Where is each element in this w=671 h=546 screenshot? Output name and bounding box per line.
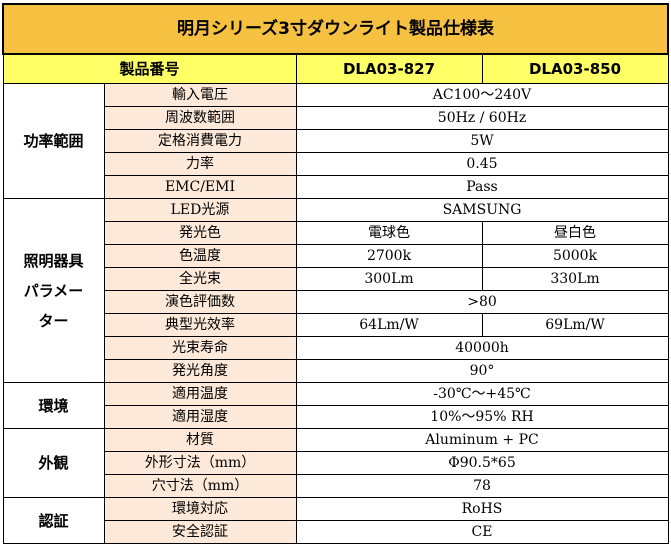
table-row: 発光色 電球色 昼白色 (3, 221, 669, 245)
row-value-a: 64Lm/W (295, 313, 483, 337)
row-label: 発光色 (103, 221, 297, 245)
row-value: 40000h (295, 336, 669, 360)
row-value: >80 (295, 290, 669, 314)
header-model-a: DLA03-827 (295, 53, 483, 84)
category-certification: 認証 (2, 497, 105, 544)
row-label: 発光角度 (103, 359, 297, 383)
row-label: 定格消費電力 (103, 129, 297, 153)
row-value-a: 300Lm (295, 267, 483, 291)
row-label: 全光束 (103, 267, 297, 291)
row-label: 周波数範囲 (103, 106, 297, 130)
row-label: 光束寿命 (103, 336, 297, 360)
row-label: 適用湿度 (103, 405, 297, 429)
table-row: 全光束 300Lm 330Lm (3, 267, 669, 291)
row-value: 90° (295, 359, 669, 383)
row-label: 安全認証 (103, 520, 297, 544)
row-label: 輸入電圧 (103, 83, 297, 107)
table-row: 発光角度 90° (3, 359, 669, 383)
row-value: Φ90.5*65 (295, 451, 669, 475)
row-label: 環境対応 (103, 497, 297, 521)
row-value-b: 昼白色 (481, 221, 669, 245)
table-row: 典型光效率 64Lm/W 69Lm/W (3, 313, 669, 337)
row-label: LED光源 (103, 198, 297, 222)
table-title: 明月シリーズ3寸ダウンライト製品仕様表 (2, 3, 669, 55)
category-power: 功率範囲 (2, 83, 105, 199)
row-value-a: 2700k (295, 244, 483, 268)
row-value: Aluminum + PC (295, 428, 669, 452)
row-value: 10%～95% RH (295, 405, 669, 429)
table-row: EMC/EMI Pass (3, 175, 669, 199)
table-row: 外形寸法（mm） Φ90.5*65 (3, 451, 669, 475)
table-row: 光束寿命 40000h (3, 336, 669, 360)
row-label: 穴寸法（mm） (103, 474, 297, 498)
row-label: 典型光效率 (103, 313, 297, 337)
header-label: 製品番号 (2, 53, 297, 84)
header-model-b: DLA03-850 (481, 53, 669, 84)
row-label: 外形寸法（mm） (103, 451, 297, 475)
table-row: 色温度 2700k 5000k (3, 244, 669, 268)
row-value: -30℃～+45℃ (295, 382, 669, 406)
row-label: 材質 (103, 428, 297, 452)
table-row: 定格消費電力 5W (3, 129, 669, 153)
row-label: 力率 (103, 152, 297, 176)
row-value-b: 69Lm/W (481, 313, 669, 337)
table-row: 演色評価数 >80 (3, 290, 669, 314)
row-label: 色温度 (103, 244, 297, 268)
row-value-b: 330Lm (481, 267, 669, 291)
row-value: RoHS (295, 497, 669, 521)
row-value-b: 5000k (481, 244, 669, 268)
row-value: 50Hz / 60Hz (295, 106, 669, 130)
category-appearance: 外観 (2, 428, 105, 498)
row-value: CE (295, 520, 669, 544)
table-row: 適用湿度 10%～95% RH (3, 405, 669, 429)
row-label: 適用温度 (103, 382, 297, 406)
row-value-a: 電球色 (295, 221, 483, 245)
category-lighting-line: 照明器具 (23, 251, 84, 270)
table-row: 安全認証 CE (3, 520, 669, 544)
row-value: SAMSUNG (295, 198, 669, 222)
category-lighting: 照明器具 パラメー ター (2, 198, 105, 383)
table-row: 功率範囲 輸入電圧 AC100～240V (2, 83, 669, 199)
title-row: 明月シリーズ3寸ダウンライト製品仕様表 (2, 3, 669, 55)
row-value: 78 (295, 474, 669, 498)
row-value: 0.45 (295, 152, 669, 176)
row-value: Pass (295, 175, 669, 199)
category-lighting-line: パラメー (23, 281, 84, 300)
row-label: EMC/EMI (103, 175, 297, 199)
row-value: AC100～240V (295, 83, 669, 107)
row-value: 5W (295, 129, 669, 153)
header-row: 製品番号 DLA03-827 DLA03-850 (2, 53, 669, 84)
table-row: 環境 適用温度 -30℃～+45℃ (2, 382, 669, 429)
category-lighting-line: ター (38, 311, 69, 330)
spec-table: 明月シリーズ3寸ダウンライト製品仕様表 製品番号 DLA03-827 DLA03… (2, 3, 669, 544)
row-label: 演色評価数 (103, 290, 297, 314)
table-row: 外観 材質 Aluminum + PC (2, 428, 669, 498)
table-row: 照明器具 パラメー ター LED光源 SAMSUNG (2, 198, 669, 383)
table-row: 認証 環境対応 RoHS (2, 497, 669, 544)
category-environment: 環境 (2, 382, 105, 429)
